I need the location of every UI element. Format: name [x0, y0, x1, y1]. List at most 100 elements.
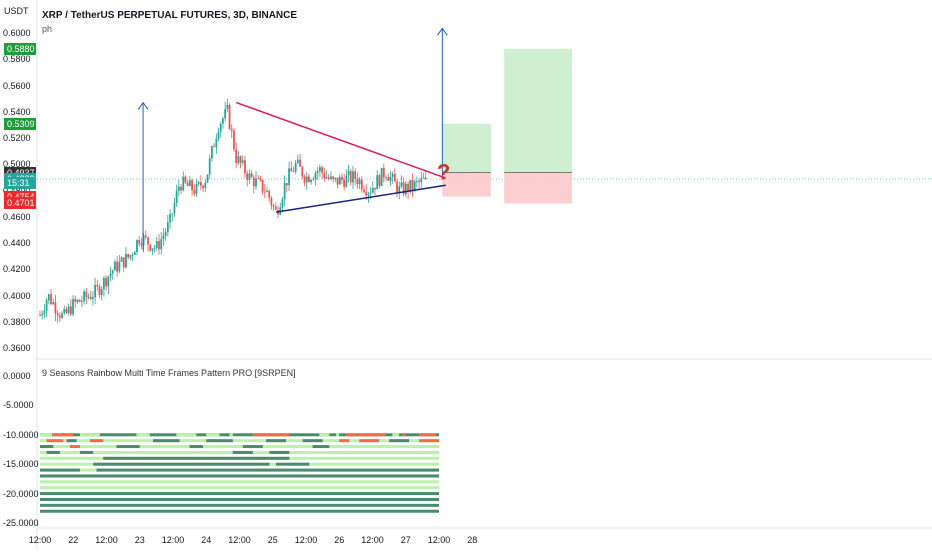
indicator-segment	[206, 433, 220, 437]
candle-body	[116, 261, 119, 272]
candle-body	[43, 310, 46, 314]
candles	[39, 98, 427, 324]
price-tick-label: 0.4000	[3, 290, 31, 301]
arrow-head	[137, 101, 149, 110]
indicator-row	[40, 492, 439, 496]
candle-body	[155, 241, 158, 248]
indicator-segment	[319, 433, 330, 437]
indicator-segment	[276, 462, 310, 466]
candle-body	[285, 183, 288, 186]
indicator-segment	[359, 439, 380, 443]
candle-body	[39, 315, 41, 316]
price-tick-label: 0.4600	[3, 211, 31, 222]
candle-body	[338, 176, 341, 185]
candle-body	[226, 104, 229, 110]
candle-body	[402, 182, 405, 195]
candle-body	[142, 235, 145, 246]
candle-body	[69, 306, 72, 315]
candle-body	[336, 177, 339, 185]
candle-body	[193, 190, 196, 194]
candle-body	[316, 171, 319, 174]
indicator-segment	[79, 433, 100, 437]
candle-body	[129, 255, 132, 258]
price-tick-label: 0.5200	[3, 133, 31, 143]
candle-body	[389, 176, 392, 181]
candle-body	[422, 177, 425, 179]
time-tick-label: 22	[68, 535, 79, 545]
candle-body	[125, 253, 127, 268]
candle-body	[78, 299, 81, 302]
candle-body	[272, 205, 275, 207]
candle-body	[89, 296, 92, 299]
candle-body	[237, 156, 240, 163]
candle-body	[391, 173, 394, 177]
candle-body	[197, 182, 200, 184]
candle-body	[204, 182, 207, 189]
time-tick-label: 12:00	[95, 535, 118, 545]
indicator-segment	[302, 439, 323, 443]
candle-body	[321, 167, 324, 173]
candle-body	[147, 237, 149, 245]
price-badge: 15:31	[4, 176, 36, 189]
indicator-segment	[345, 433, 386, 437]
candle-body	[314, 173, 317, 180]
price-tick-label: 0.5400	[3, 106, 31, 117]
time-tick-label: 24	[201, 535, 212, 545]
indicator-segment	[136, 433, 150, 437]
candle-body	[387, 177, 390, 181]
candle-body	[341, 176, 343, 180]
indicator-segment	[229, 433, 233, 437]
candle-body	[61, 313, 63, 318]
candle-body	[356, 178, 359, 185]
candle-body	[211, 146, 213, 159]
candle-body	[138, 239, 141, 244]
indicator-row	[40, 433, 439, 437]
indicator-segment	[40, 474, 439, 478]
time-tick-label: 12:00	[28, 535, 52, 545]
indicator-segment	[116, 445, 140, 449]
candle-body	[144, 235, 147, 238]
candle-body	[149, 244, 152, 251]
candle-body	[215, 139, 218, 148]
indicator-segment	[46, 439, 64, 443]
candle-body	[330, 176, 332, 179]
candle-body	[87, 296, 90, 298]
candle-body	[263, 191, 266, 193]
candle-body	[171, 213, 174, 215]
candle-body	[173, 202, 176, 214]
candle-body	[244, 160, 246, 174]
candle-body	[332, 176, 335, 179]
candle-body	[367, 193, 370, 196]
candle-body	[136, 239, 138, 252]
candle-body	[268, 190, 271, 199]
candle-body	[235, 149, 238, 163]
candle-body	[288, 168, 290, 186]
candle-body	[72, 298, 74, 315]
time-tick-label: 25	[267, 535, 278, 545]
candle-body	[111, 270, 114, 274]
candle-body	[98, 286, 101, 296]
candle-body	[50, 294, 52, 305]
sub-label[interactable]: ph	[42, 24, 53, 34]
price-tick-label: 0.3800	[3, 316, 31, 327]
indicator-title[interactable]: 9 Seasons Rainbow Multi Time Frames Patt…	[42, 368, 296, 378]
candle-body	[162, 235, 165, 240]
price-badge: 0.4701	[4, 197, 36, 210]
trendline-upper	[235, 101, 446, 179]
candle-body	[369, 192, 372, 194]
candle-body	[140, 243, 143, 246]
candle-body	[323, 172, 326, 179]
candle-body	[363, 189, 365, 192]
indicator-segment	[269, 450, 290, 454]
time-tick-label: 27	[400, 535, 411, 545]
candle-body	[74, 298, 77, 302]
indicator-segment	[252, 433, 290, 437]
indicator-segment	[89, 439, 104, 443]
indicator-segment	[419, 439, 439, 443]
indicator-segment	[392, 433, 400, 437]
candle-body	[360, 179, 363, 190]
candle-body	[380, 167, 383, 186]
symbol-title[interactable]: XRP / TetherUS PERPETUAL FUTURES, 3D, BI…	[42, 10, 298, 21]
time-tick-label: 26	[334, 535, 345, 545]
time-tick-label: 23	[134, 535, 145, 545]
